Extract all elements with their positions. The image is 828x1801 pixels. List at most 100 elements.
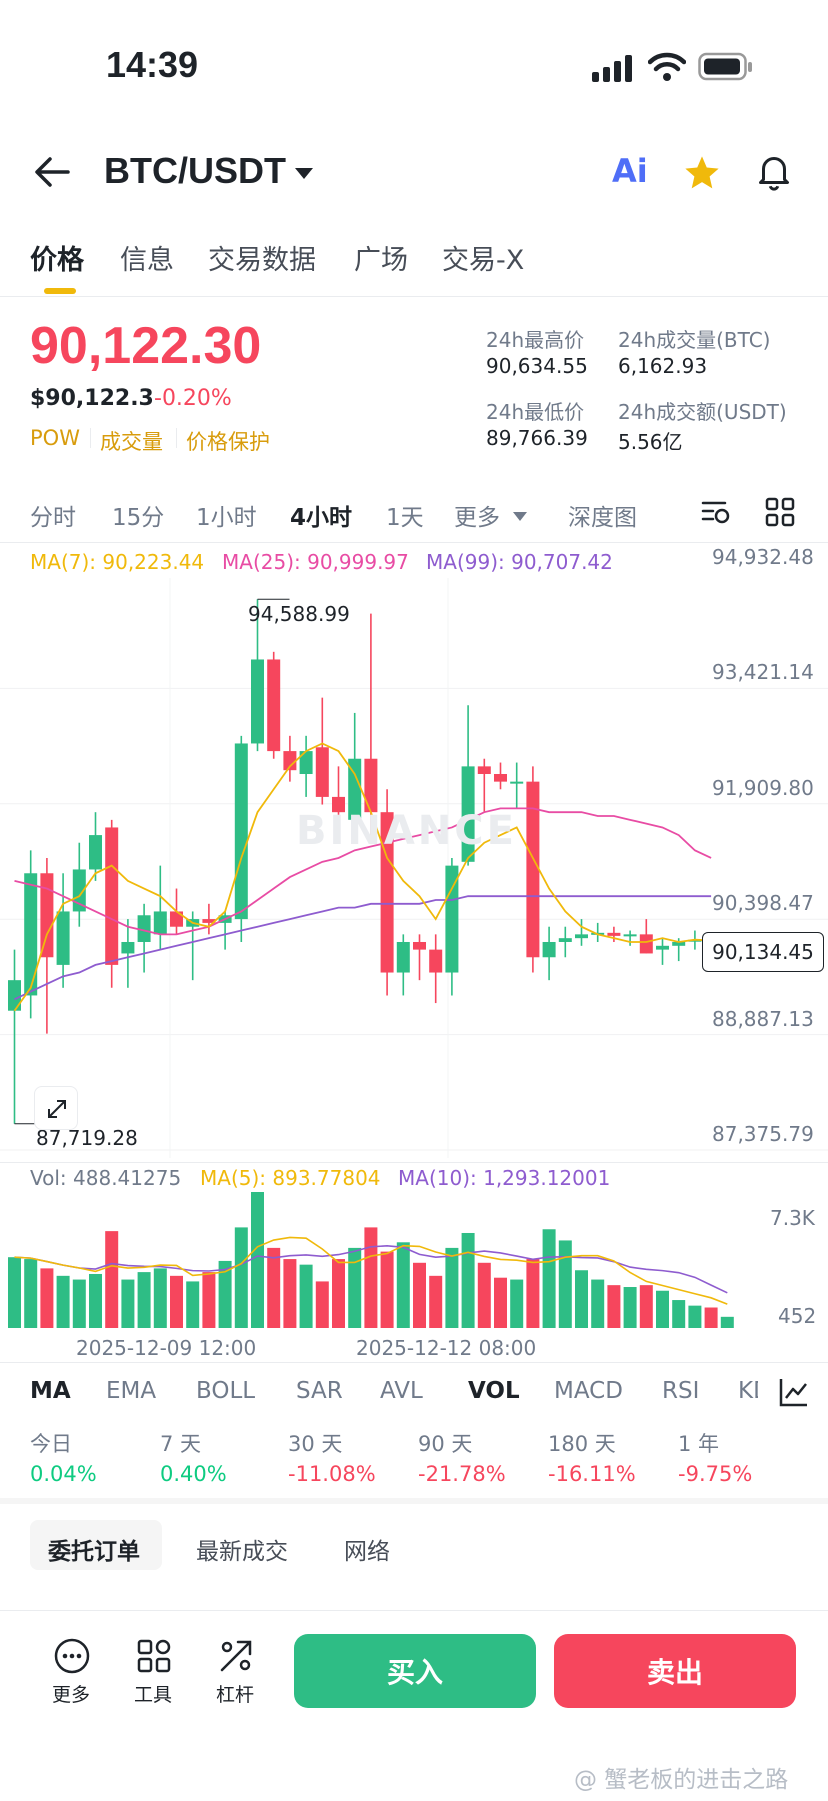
tag-volume[interactable]: 成交量 [100, 430, 163, 454]
volume-bar [283, 1259, 297, 1328]
last-price-tag[interactable]: 90,134.45 [702, 932, 824, 972]
volume-bar [251, 1192, 264, 1328]
signal-icon [590, 54, 636, 82]
more-icon[interactable] [52, 1636, 92, 1676]
price-axis-label: 93,421.14 [712, 660, 814, 685]
candle-body [315, 747, 329, 797]
volume-bar [672, 1300, 686, 1328]
perf-value: -9.75% [678, 1462, 753, 1486]
ind-sar[interactable]: SAR [296, 1378, 343, 1404]
volume-bar [704, 1307, 718, 1328]
watermark-logo: BINANCE [296, 808, 517, 854]
tf-line[interactable]: 分时 [30, 505, 76, 531]
vol-ma10-legend: MA(10): 1,293.12001 [398, 1166, 611, 1190]
sell-button[interactable]: 卖出 [554, 1634, 796, 1708]
candle-body [40, 873, 54, 958]
ind-avl[interactable]: AVL [380, 1378, 423, 1404]
ind-macd[interactable]: MACD [554, 1378, 623, 1404]
vol-ma5-legend: MA(5): 893.77804 [200, 1166, 381, 1190]
candle-body [672, 941, 686, 946]
tag-pow[interactable]: POW [30, 426, 80, 450]
candle-body [251, 659, 264, 744]
expand-icon[interactable] [34, 1086, 78, 1130]
ind-rsi[interactable]: RSI [662, 1378, 700, 1404]
ind-ema[interactable]: EMA [106, 1378, 157, 1404]
tf-1d[interactable]: 1天 [386, 505, 424, 531]
volume-bar [591, 1279, 605, 1328]
candle-body [526, 781, 540, 958]
indicator-settings-icon[interactable] [778, 1376, 810, 1408]
perf-label: 90 天 [418, 1432, 473, 1456]
grid-layout-icon[interactable] [764, 496, 796, 528]
volume-bar [170, 1275, 183, 1328]
tab-price[interactable]: 价格 [30, 245, 84, 276]
order-tab-bg [30, 1520, 162, 1570]
tools-icon[interactable] [134, 1636, 174, 1676]
ma99-line [14, 895, 712, 1001]
candle-body [267, 659, 281, 752]
chart-settings-icon[interactable] [700, 496, 732, 528]
tab-square[interactable]: 广场 [354, 245, 408, 276]
tf-15m[interactable]: 15分 [112, 505, 165, 531]
perf-value: -16.11% [548, 1462, 636, 1486]
leverage-label[interactable]: 杠杆 [216, 1684, 255, 1706]
tab-network[interactable]: 网络 [344, 1539, 390, 1565]
volume-bar [494, 1277, 507, 1328]
ma99-legend: MA(99): 90,707.42 [426, 550, 613, 574]
price-axis-label: 90,398.47 [712, 891, 814, 916]
caret-down-icon[interactable] [512, 508, 528, 521]
perf-value: -21.78% [418, 1462, 506, 1486]
candle-body [121, 941, 135, 954]
ind-ma[interactable]: MA [30, 1378, 71, 1404]
divider [0, 296, 828, 297]
perf-label: 今日 [30, 1432, 72, 1456]
tab-open-orders[interactable]: 委托订单 [48, 1539, 140, 1565]
price-axis-label: 94,932.48 [712, 545, 814, 569]
volume-chart[interactable] [0, 1190, 828, 1330]
buy-button[interactable]: 买入 [294, 1634, 536, 1708]
candle-body [623, 934, 637, 937]
candle-body [461, 766, 475, 862]
tab-trading-data[interactable]: 交易数据 [208, 245, 316, 276]
tf-more[interactable]: 更多 [454, 505, 500, 531]
candlestick-chart[interactable] [0, 578, 828, 1158]
caret-down-icon[interactable] [294, 166, 314, 180]
candle-body [137, 915, 151, 942]
volume-bar [267, 1247, 281, 1328]
candle-body [656, 945, 669, 950]
tf-depth[interactable]: 深度图 [568, 505, 637, 531]
ind-boll[interactable]: BOLL [196, 1378, 256, 1404]
tab-trade-x[interactable]: 交易-X [442, 245, 525, 276]
volume-bar [656, 1290, 669, 1328]
tab-latest-trades[interactable]: 最新成交 [196, 1539, 288, 1565]
divider [0, 1610, 828, 1611]
star-icon[interactable] [682, 154, 722, 192]
high-value: 90,634.55 [486, 354, 588, 378]
ind-vol[interactable]: VOL [468, 1378, 520, 1404]
back-arrow-icon[interactable] [34, 156, 70, 188]
volume-bar [137, 1272, 151, 1328]
tf-4h[interactable]: 4小时 [290, 505, 353, 531]
ai-icon[interactable]: Ai [612, 152, 648, 190]
more-label[interactable]: 更多 [52, 1684, 91, 1706]
candle-body [396, 941, 410, 973]
tab-active-indicator [44, 288, 76, 294]
volume-bar [639, 1285, 653, 1328]
perf-label: 180 天 [548, 1432, 616, 1456]
leverage-icon[interactable] [216, 1636, 256, 1676]
candle-body [413, 941, 426, 950]
pair-title[interactable]: BTC/USDT [104, 150, 286, 191]
wifi-icon [647, 52, 687, 82]
tools-label[interactable]: 工具 [134, 1684, 173, 1706]
low-annotation: 87,719.28 [36, 1126, 138, 1150]
volume-bar [89, 1273, 102, 1328]
ind-kd[interactable]: KD [738, 1378, 758, 1404]
candle-body [607, 932, 621, 936]
candle-body [445, 865, 459, 973]
volume-bar [105, 1231, 119, 1328]
tab-info[interactable]: 信息 [120, 245, 174, 276]
bell-icon[interactable] [756, 152, 792, 192]
tf-1h[interactable]: 1小时 [196, 505, 257, 531]
tag-price-protect[interactable]: 价格保护 [186, 430, 270, 454]
vol-usdt-label: 24h成交额(USDT) [618, 400, 787, 424]
